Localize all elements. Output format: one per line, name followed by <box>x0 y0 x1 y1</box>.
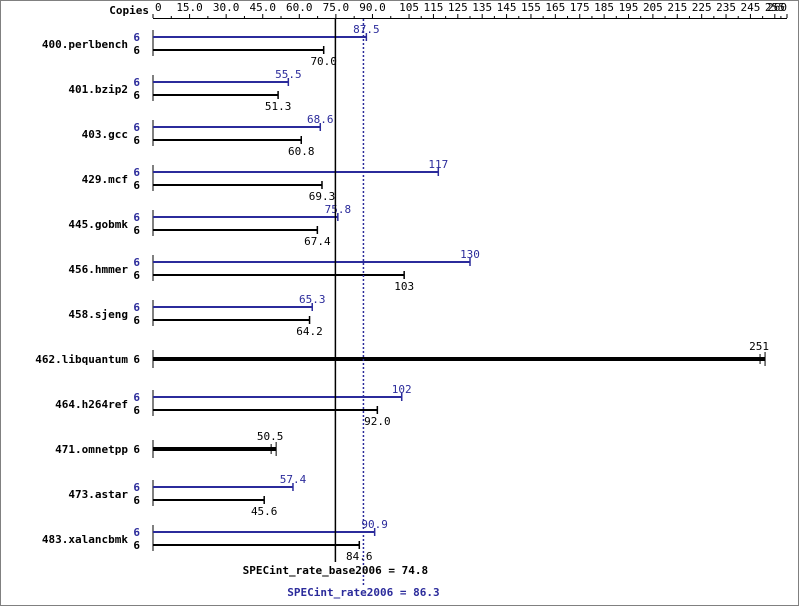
peak-copies-label: 6 <box>133 301 140 314</box>
x-tick-label: 205 <box>643 1 663 14</box>
x-tick-label: 105 <box>399 1 419 14</box>
peak-copies-label: 6 <box>133 391 140 404</box>
benchmark-label: 456.hmmer <box>68 263 128 276</box>
peak-copies-label: 6 <box>133 211 140 224</box>
base-copies-label: 6 <box>133 404 140 417</box>
base-copies-label: 6 <box>133 134 140 147</box>
x-tick-label: 215 <box>667 1 687 14</box>
peak-value-label: 102 <box>392 383 412 396</box>
base-value-label: 70.0 <box>310 55 337 68</box>
peak-reference-label: SPECint_rate2006 = 86.3 <box>287 586 439 599</box>
x-tick-label: 195 <box>619 1 639 14</box>
x-tick-label: 155 <box>521 1 541 14</box>
base-copies-label: 6 <box>133 269 140 282</box>
base-copies-label: 6 <box>133 314 140 327</box>
x-tick-label: 30.0 <box>213 1 240 14</box>
x-tick-label: 135 <box>472 1 492 14</box>
x-tick-label: 60.0 <box>286 1 313 14</box>
benchmark-label: 401.bzip2 <box>68 83 128 96</box>
peak-value-label: 68.6 <box>307 113 334 126</box>
benchmark-label: 473.astar <box>68 488 128 501</box>
peak-copies-label: 6 <box>133 256 140 269</box>
base-value-label: 103 <box>394 280 414 293</box>
base-value-label: 50.5 <box>257 430 284 443</box>
x-tick-label: 75.0 <box>323 1 350 14</box>
x-tick-label: 125 <box>448 1 468 14</box>
benchmark-label: 403.gcc <box>82 128 128 141</box>
peak-value-label: 87.5 <box>353 23 380 36</box>
x-tick-label: 235 <box>716 1 736 14</box>
x-tick-label: 245 <box>740 1 760 14</box>
x-tick-label: 225 <box>692 1 712 14</box>
base-reference-label: SPECint_rate_base2006 = 74.8 <box>243 564 428 577</box>
base-copies-label: 6 <box>133 179 140 192</box>
base-copies-label: 6 <box>133 494 140 507</box>
peak-value-label: 55.5 <box>275 68 302 81</box>
benchmark-label: 445.gobmk <box>68 218 128 231</box>
base-copies-label: 6 <box>133 539 140 552</box>
base-copies-label: 6 <box>133 44 140 57</box>
benchmark-label: 429.mcf <box>82 173 128 186</box>
base-value-label: 67.4 <box>304 235 331 248</box>
peak-value-label: 57.4 <box>280 473 307 486</box>
benchmark-label: 400.perlbench <box>42 38 128 51</box>
peak-value-label: 130 <box>460 248 480 261</box>
base-value-label: 51.3 <box>265 100 292 113</box>
x-tick-label: 90.0 <box>359 1 386 14</box>
peak-copies-label: 6 <box>133 166 140 179</box>
x-tick-label: 165 <box>545 1 565 14</box>
peak-value-label: 117 <box>428 158 448 171</box>
x-tick-label: 260 <box>767 1 787 14</box>
x-tick-label: 255 <box>765 1 785 14</box>
peak-value-label: 90.9 <box>361 518 388 531</box>
peak-copies-label: 6 <box>133 76 140 89</box>
base-copies-label: 6 <box>133 89 140 102</box>
base-copies-label: 6 <box>133 353 140 366</box>
x-tick-label: 15.0 <box>176 1 203 14</box>
peak-value-label: 75.8 <box>325 203 352 216</box>
peak-copies-label: 6 <box>133 31 140 44</box>
benchmark-label: 483.xalancbmk <box>42 533 128 546</box>
peak-copies-label: 6 <box>133 526 140 539</box>
benchmark-label: 471.omnetpp <box>55 443 128 456</box>
x-tick-label: 185 <box>594 1 614 14</box>
base-value-label: 60.8 <box>288 145 315 158</box>
peak-value-label: 65.3 <box>299 293 326 306</box>
base-value-label: 251 <box>749 340 769 353</box>
base-copies-label: 6 <box>133 224 140 237</box>
base-value-label: 45.6 <box>251 505 278 518</box>
x-tick-label: 45.0 <box>249 1 276 14</box>
copies-header: Copies <box>109 4 149 17</box>
base-value-label: 92.0 <box>364 415 391 428</box>
benchmark-label: 458.sjeng <box>68 308 128 321</box>
base-copies-label: 6 <box>133 443 140 456</box>
x-tick-label: 145 <box>497 1 517 14</box>
base-value-label: 69.3 <box>309 190 336 203</box>
x-tick-label: 0 <box>155 1 162 14</box>
base-value-label: 84.6 <box>346 550 373 563</box>
peak-copies-label: 6 <box>133 481 140 494</box>
base-value-label: 64.2 <box>296 325 323 338</box>
peak-copies-label: 6 <box>133 121 140 134</box>
benchmark-label: 462.libquantum <box>35 353 128 366</box>
benchmark-label: 464.h264ref <box>55 398 128 411</box>
x-tick-label: 175 <box>570 1 590 14</box>
x-tick-label: 115 <box>423 1 443 14</box>
